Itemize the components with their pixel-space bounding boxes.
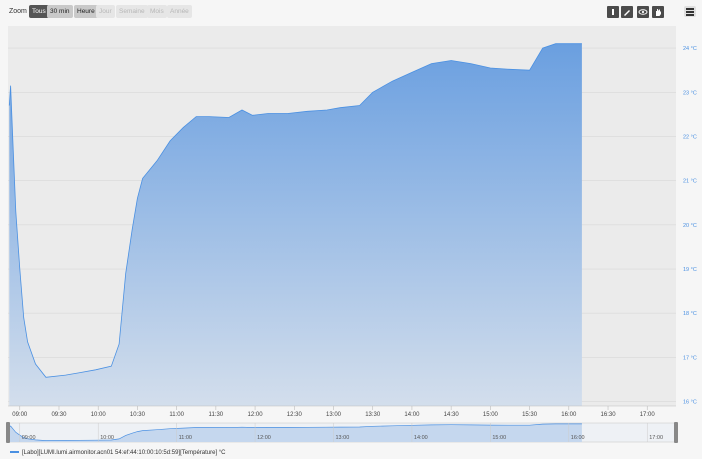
zoom-label: Zoom — [9, 8, 27, 15]
navigator-label: 17:00 — [649, 435, 663, 441]
y-tick-label: 17 °C — [683, 355, 697, 361]
bar-icon[interactable] — [607, 6, 619, 18]
zoom-hour-button[interactable]: Heure — [74, 5, 98, 18]
navigator[interactable]: 09:00 10:00 11:00 12:00 13:00 14:00 15:00 16:00… — [6, 422, 678, 443]
x-tick-label: 13:00 — [326, 412, 342, 418]
x-tick-label: 15:30 — [522, 412, 538, 418]
x-tick-label: 11:30 — [209, 412, 224, 418]
x-tick-label: 16:00 — [561, 412, 577, 418]
zoom-month-button[interactable]: Mois — [147, 5, 167, 18]
y-tick-label: 21 °C — [683, 179, 697, 185]
hand-icon-glyph — [656, 9, 661, 16]
legend-series-name: [Labo][LUMI.lumi.airmonitor.acn01 54:ef:… — [22, 450, 226, 456]
x-tick-label: 15:00 — [483, 412, 499, 418]
x-tick-label: 12:30 — [287, 412, 303, 418]
bar-icon-glyph — [612, 9, 614, 15]
navigator-label: 09:00 — [22, 435, 36, 441]
x-tick-label: 14:30 — [444, 412, 460, 418]
pencil-icon-glyph — [624, 10, 630, 16]
navigator-area — [9, 423, 582, 442]
y-tick-label: 22 °C — [683, 134, 697, 140]
x-tick-label: 12:00 — [248, 412, 264, 418]
x-tick-label: 10:30 — [130, 412, 146, 418]
series-line — [8, 43, 582, 378]
y-axis: 16 °C 17 °C 18 °C 19 °C 20 °C 21 °C 22 °C 23 °C… — [683, 46, 697, 405]
x-tick-label: 10:00 — [91, 412, 107, 418]
y-tick-label: 16 °C — [683, 400, 697, 406]
chart-toolbar: Zoom Tous 30 min Heure Jour Semaine Mois… — [0, 0, 702, 26]
y-tick-label: 19 °C — [683, 267, 697, 273]
navigator-label: 12:00 — [257, 435, 271, 441]
hamburger-menu-icon[interactable] — [684, 6, 696, 17]
navigator-handle-right — [674, 422, 678, 443]
navigator-label: 15:00 — [492, 435, 506, 441]
zoom-30min-button[interactable]: 30 min — [47, 5, 73, 18]
navigator-line — [9, 423, 582, 441]
x-axis: 09:00 09:30 10:00 10:30 11:00 11:30 12:00 12:30… — [8, 405, 676, 418]
hand-icon[interactable] — [652, 6, 664, 18]
y-tick-label: 23 °C — [683, 90, 697, 96]
pencil-icon[interactable] — [621, 6, 633, 18]
series-area — [9, 43, 582, 406]
x-tick-label: 13:30 — [365, 412, 381, 418]
navigator-label: 13:00 — [336, 435, 350, 441]
x-tick-label: 17:00 — [640, 412, 656, 418]
navigator-label: 11:00 — [179, 435, 192, 441]
x-tick-label: 09:00 — [12, 412, 28, 418]
eye-icon[interactable] — [637, 6, 649, 18]
navigator-handle-left — [6, 422, 10, 443]
eye-icon-glyph — [638, 9, 648, 15]
zoom-year-button[interactable]: Année — [167, 5, 192, 18]
x-tick-label: 14:00 — [404, 412, 420, 418]
y-tick-label: 18 °C — [683, 311, 697, 317]
legend-swatch — [10, 451, 19, 454]
y-tick-label: 24 °C — [683, 46, 697, 52]
zoom-day-button[interactable]: Jour — [96, 5, 115, 18]
navigator-label: 16:00 — [571, 435, 585, 441]
x-tick-label: 11:00 — [169, 412, 184, 418]
legend[interactable]: [Labo][LUMI.lumi.airmonitor.acn01 54:ef:… — [10, 450, 226, 456]
navigator-label: 10:00 — [100, 435, 114, 441]
x-tick-label: 09:30 — [51, 412, 67, 418]
y-tick-label: 20 °C — [683, 223, 697, 229]
zoom-all-button[interactable]: Tous — [29, 5, 49, 18]
navigator-label: 14:00 — [414, 435, 428, 441]
zoom-week-button[interactable]: Semaine — [116, 5, 148, 18]
x-tick-label: 16:30 — [601, 412, 617, 418]
